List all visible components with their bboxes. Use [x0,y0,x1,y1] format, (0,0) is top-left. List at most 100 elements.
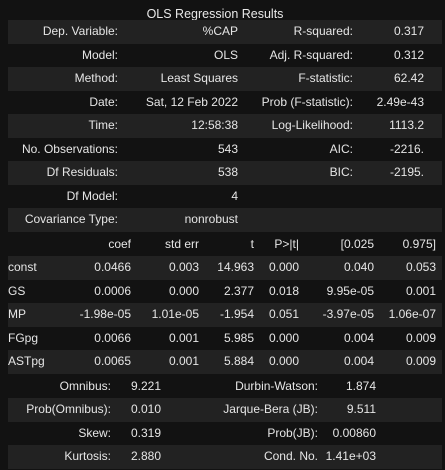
coef-ci-high: 0.053 [405,260,436,274]
summary-stat-value: -2195. [389,165,424,179]
diagnostic-stat-value: 0.00860 [332,425,376,440]
coef-p: 0.051 [268,307,299,321]
diagnostic-row: Skew: 0.319 Prob(JB): 0.00860 [8,422,442,446]
diagnostic-stat-value: 1.874 [345,378,376,393]
summary-row: No. Observations: 543 AIC: -2216. [8,138,442,162]
coef-column-header: 0.975] [402,236,436,251]
diagnostic-label: Kurtosis: [64,449,111,463]
coef-p: 0.000 [268,330,299,345]
coef-p: 0.018 [268,283,299,298]
summary-row: Model: OLS Adj. R-squared: 0.312 [8,44,442,68]
summary-stat-value: 62.42 [393,71,424,85]
summary-stat-label [238,208,353,232]
summary-stat-value [353,208,424,232]
coef-row: GS 0.0006 0.000 2.377 0.018 9.95e-05 0.001 [8,280,442,304]
coef-t: -1.954 [219,307,254,321]
coef-variable: ASTpg [8,354,45,368]
coef-ci-low: -3.97e-05 [322,307,374,321]
diagnostic-row: Prob(Omnibus): 0.010 Jarque-Bera (JB): 9.51… [8,398,442,422]
coef-t: 14.963 [217,260,254,274]
coef-column-header [8,233,58,257]
summary-value: 12:58:38 [191,118,238,132]
diagnostic-stat-label: Durbin-Watson: [235,378,318,393]
summary-stat-value [353,185,424,209]
coef-column-header: P>|t| [274,236,299,251]
diagnostic-stat-label: Prob(JB): [267,425,318,440]
coef-row: FGpg 0.0066 0.001 5.985 0.000 0.004 0.009 [8,327,442,351]
summary-label: Time: [88,118,118,132]
coef-variable: const [8,260,37,274]
summary-stat-label: F-statistic: [298,71,353,85]
coef-p: 0.000 [268,260,299,274]
summary-stat-value: 0.317 [393,24,424,38]
summary-stat-label: Adj. R-squared: [269,47,353,62]
summary-value: Least Squares [160,71,238,85]
summary-label: Date: [89,94,118,109]
coef-std-err: 1.01e-05 [151,307,199,321]
coef-column-header: std err [164,236,199,251]
summary-label: Method: [74,71,118,85]
summary-value: 538 [217,165,238,179]
summary-value: Sat, 12 Feb 2022 [145,94,238,109]
coef-t: 5.985 [223,330,254,345]
coef-p: 0.000 [268,354,299,368]
coef-value: 0.0466 [94,260,131,274]
coef-std-err: 0.001 [168,354,199,368]
coef-value: 0.0065 [94,354,131,368]
coef-ci-low: 0.004 [343,330,374,345]
diagnostic-stat-value: 1.41e+03 [325,449,376,463]
summary-stat-value: 1113.2 [389,118,424,132]
summary-stat-label: Log-Likelihood: [271,118,353,132]
summary-label: Df Residuals: [46,165,118,179]
summary-row: Dep. Variable: %CAP R-squared: 0.317 [8,20,442,44]
coef-ci-high: 1.06e-07 [388,307,436,321]
summary-value: 4 [231,188,238,203]
summary-label: No. Observations: [21,141,118,156]
diagnostic-value: 0.010 [130,402,161,416]
summary-stat-label: BIC: [329,165,353,179]
coef-ci-low: 0.040 [343,260,374,274]
summary-stat-label: Prob (F-statistic): [261,94,353,109]
coef-row: MP -1.98e-05 1.01e-05 -1.954 0.051 -3.97e-05 1… [8,303,442,327]
summary-value: %CAP [202,24,238,38]
summary-row: Time: 12:58:38 Log-Likelihood: 1113.2 [8,114,442,138]
coef-std-err: 0.003 [168,260,199,274]
summary-label: Model: [81,47,118,62]
coef-value: 0.0066 [94,330,131,345]
diagnostic-value: 0.319 [130,425,161,440]
coef-column-header: coef [108,236,131,251]
summary-label: Dep. Variable: [42,24,118,38]
coef-t: 2.377 [223,283,254,298]
summary-value: 543 [217,141,238,156]
coef-variable: MP [8,307,26,321]
diagnostic-value: 2.880 [130,449,161,463]
coef-variable: GS [8,283,26,298]
summary-stat-label [238,185,353,209]
coef-std-err: 0.001 [168,330,199,345]
summary-stat-value: -2216. [389,141,424,156]
coef-header-row: coef std err t P>|t| [0.025 0.975] [8,233,442,257]
summary-row: Df Residuals: 538 BIC: -2195. [8,161,442,185]
summary-value: OLS [213,47,238,62]
coef-t: 5.884 [223,354,254,368]
summary-stat-label: R-squared: [293,24,353,38]
diagnostic-row: Omnibus: 9.221 Durbin-Watson: 1.874 [8,375,442,399]
coef-variable: FGpg [8,330,39,345]
coef-ci-high: 0.009 [405,354,436,368]
coef-ci-low: 9.95e-05 [326,283,374,298]
diagnostic-label: Skew: [78,425,111,440]
diagnostic-stat-value: 9.511 [346,402,376,416]
table-title: OLS Regression Results [146,7,284,21]
summary-stat-label: AIC: [329,141,353,156]
summary-row: Covariance Type: nonrobust [8,208,442,232]
summary-value: nonrobust [184,212,238,226]
coef-std-err: 0.000 [168,283,199,298]
summary-row: Df Model: 4 [8,185,442,209]
diagnostic-label: Omnibus: [59,378,111,393]
summary-stat-value: 2.49e-43 [376,94,424,109]
summary-stat-value: 0.312 [393,47,424,62]
diagnostic-stat-label: Cond. No. [263,449,318,463]
summary-label: Covariance Type: [24,212,118,226]
diagnostic-label: Prob(Omnibus): [26,402,111,416]
diagnostic-row: Kurtosis: 2.880 Cond. No. 1.41e+03 [8,445,442,469]
